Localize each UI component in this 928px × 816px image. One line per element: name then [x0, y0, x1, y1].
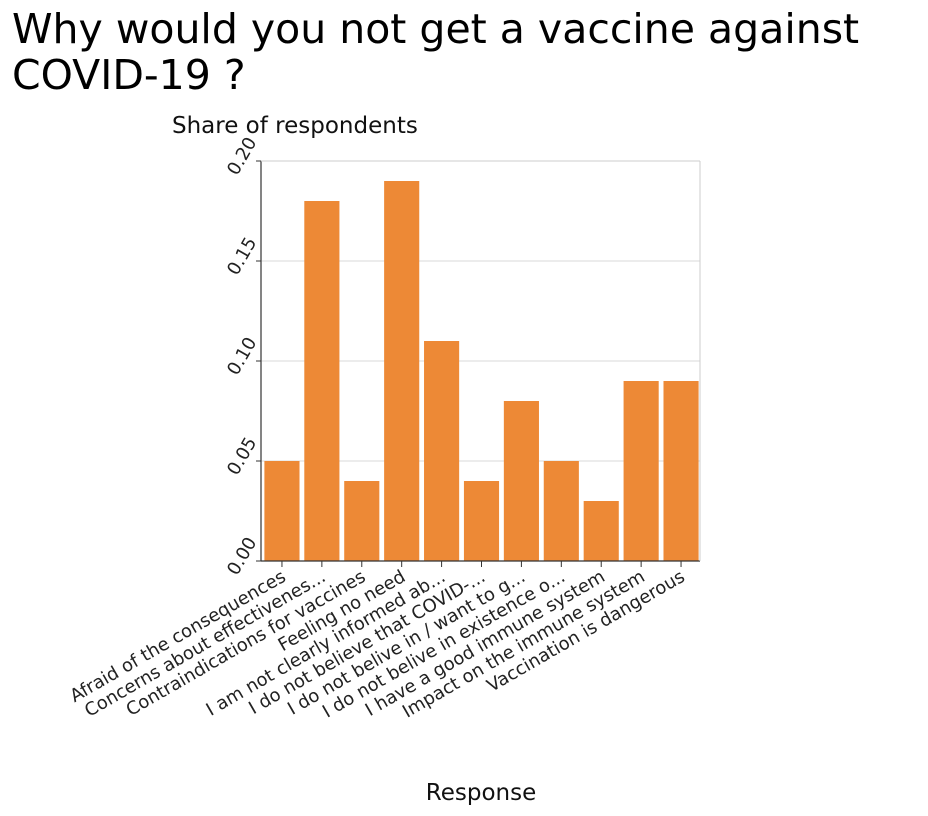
y-tick-label: 0.00	[223, 534, 261, 579]
bar	[543, 461, 579, 561]
bar	[463, 481, 500, 561]
bar	[424, 341, 460, 561]
bar	[304, 201, 340, 561]
bars	[264, 181, 699, 561]
bar	[384, 181, 420, 561]
x-axis-title: Response	[426, 780, 536, 806]
bar	[583, 501, 619, 561]
y-tick-labels: 0.00 0.05 0.10 0.15 0.20	[223, 134, 261, 579]
chart-title: Why would you not get a vaccine against …	[12, 5, 860, 99]
bar	[663, 381, 699, 561]
bar	[264, 461, 300, 561]
y-tick-label: 0.10	[223, 334, 261, 379]
bar	[344, 481, 380, 561]
y-axis-title: Share of respondents	[172, 113, 418, 139]
y-tick-label: 0.05	[223, 434, 261, 479]
bar	[623, 381, 659, 561]
bar	[503, 401, 539, 561]
y-tick-label: 0.15	[223, 234, 261, 279]
axes	[260, 160, 701, 562]
y-tick-label: 0.20	[223, 134, 261, 179]
